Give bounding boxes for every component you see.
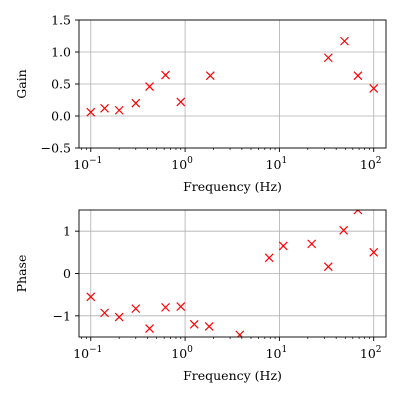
phase-data-point: [369, 247, 379, 257]
phase-x-axis-label: Frequency (Hz): [183, 368, 282, 383]
gain-y-tick-label: −0.5: [41, 141, 71, 156]
phase-data-point: [161, 302, 170, 312]
phase-points: [86, 210, 379, 337]
phase-y-tick-label: 0: [63, 266, 71, 281]
phase-data-point: [235, 330, 245, 337]
gain-data-point: [145, 82, 154, 91]
phase-x-tick-label: 100: [171, 345, 193, 361]
phase-x-tick-label: 10−1: [73, 345, 102, 361]
phase-data-point: [189, 319, 199, 329]
gain-y-tick-label: 1.5: [51, 13, 71, 28]
phase-data-point: [353, 210, 363, 215]
phase-data-point: [100, 308, 109, 318]
phase-data-point: [131, 304, 141, 314]
gain-data-point: [340, 36, 349, 46]
gain-x-axis-label: Frequency (Hz): [183, 179, 282, 194]
phase-data-point: [204, 321, 214, 331]
gain-y-tick-label: 0.5: [51, 77, 71, 92]
gain-y-axis-label: Gain: [14, 69, 29, 99]
phase-data-point: [307, 239, 317, 249]
phase-data-point: [264, 253, 274, 263]
phase-data-point: [176, 302, 186, 311]
phase-data-point: [278, 241, 288, 251]
gain-plot: −0.5 0.0 0.5 1.0 1.5 10−1 100 101 102 Frequency (…: [14, 13, 387, 194]
gain-data-point: [100, 103, 109, 113]
gain-data-point: [369, 84, 379, 93]
gain-data-point: [131, 98, 141, 108]
gain-data-point: [176, 97, 186, 107]
phase-x-tick-label: 101: [266, 345, 288, 361]
gain-y-tick-label: 1.0: [51, 45, 71, 60]
phase-data-point: [114, 312, 124, 322]
gain-data-point: [161, 70, 170, 80]
gain-data-point: [205, 71, 215, 81]
gain-x-tick-label: 101: [266, 156, 288, 172]
gain-x-tick-label: 102: [360, 156, 382, 172]
phase-plot: −1 0 1 10−1 100 101 102 Frequency (Hz) Phase: [14, 209, 387, 383]
phase-y-axis-label: Phase: [14, 255, 29, 293]
gain-data-point: [86, 107, 96, 117]
gain-x-tick-label: 10−1: [73, 156, 102, 172]
phase-x-tick-label: 102: [360, 345, 382, 361]
phase-data-point: [339, 225, 349, 235]
phase-data-point: [86, 292, 96, 302]
gain-data-point: [114, 105, 124, 115]
gain-x-tick-label: 100: [171, 156, 193, 172]
gain-y-tick-label: 0.0: [51, 109, 71, 124]
phase-y-tick-label: −1: [53, 308, 71, 323]
gain-data-point: [353, 71, 363, 81]
gain-points: [86, 36, 379, 117]
phase-data-point: [323, 262, 333, 272]
gain-data-point: [323, 53, 333, 63]
phase-y-tick-label: 1: [63, 224, 71, 239]
phase-data-point: [145, 324, 154, 333]
